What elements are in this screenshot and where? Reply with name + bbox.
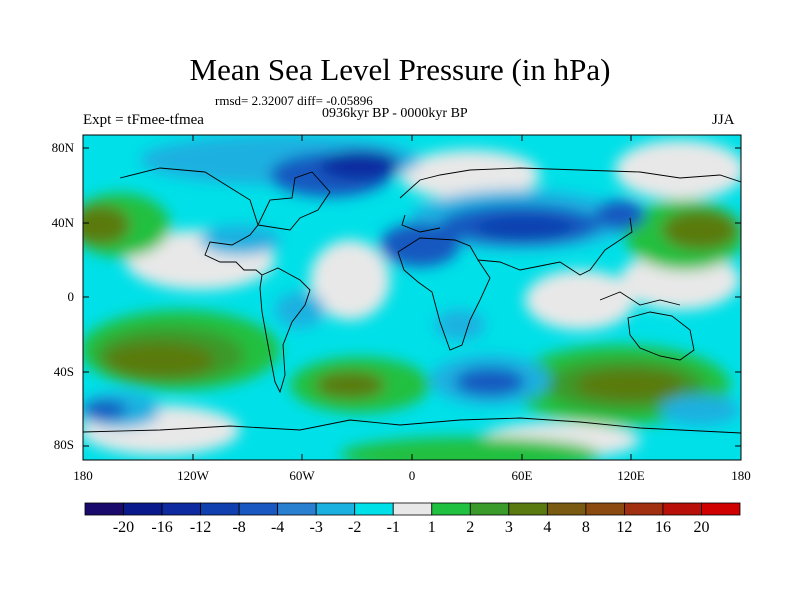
colorbar-label: 1 xyxy=(427,519,436,536)
colorbar-box xyxy=(123,502,163,516)
colorbar-label: -20 xyxy=(112,519,135,536)
eurasia-north-coast xyxy=(399,167,741,233)
greenland-region xyxy=(257,171,331,231)
colorbar-label: -8 xyxy=(232,519,246,536)
colorbar-label: 2 xyxy=(466,519,475,536)
map-title: Mean Sea Level Pressure (in hPa) xyxy=(189,52,611,87)
colorbar-box xyxy=(354,502,394,516)
colorbar xyxy=(84,502,741,516)
colorbar-label: 20 xyxy=(693,519,710,536)
colorbar-box xyxy=(392,502,433,516)
coastlines xyxy=(83,167,741,434)
maritime-continent xyxy=(599,291,681,306)
colorbar-box xyxy=(508,502,548,516)
lon-label-60w: 60W xyxy=(289,468,315,483)
antarctica-coast xyxy=(83,417,741,434)
colorbar-label: 12 xyxy=(616,519,633,536)
colorbar-box xyxy=(624,502,664,516)
colorbar-box xyxy=(431,502,471,516)
colorbar-box xyxy=(701,502,741,516)
colorbar-box xyxy=(200,502,240,516)
colorbar-box xyxy=(161,502,201,516)
south-asia-coast xyxy=(477,217,633,276)
lon-label-180w: 180 xyxy=(73,468,93,483)
lon-label-120w: 120W xyxy=(177,468,209,483)
colorbar-box xyxy=(662,502,702,516)
colorbar-box xyxy=(315,502,356,516)
colorbar-box xyxy=(585,502,625,516)
colorbar-box xyxy=(277,502,317,516)
colorbar-label: 4 xyxy=(543,519,552,536)
colorbar-box xyxy=(469,502,510,516)
lat-label-80s: 80S xyxy=(53,437,74,452)
lat-label-40n: 40N xyxy=(51,215,74,230)
colorbar-label: 8 xyxy=(581,519,590,536)
experiment-label: Expt = tFmee-tfmea xyxy=(83,112,204,128)
lon-label-0: 0 xyxy=(408,468,416,483)
lon-label-180e: 180 xyxy=(731,468,751,483)
colorbar-label: -4 xyxy=(270,519,285,536)
lat-label-40s: 40S xyxy=(53,364,74,379)
colorbar-label: -3 xyxy=(309,519,323,536)
colorbar-label: -1 xyxy=(386,519,400,536)
colorbar-label: -12 xyxy=(189,519,212,536)
stats-text: rmsd= 2.32007 diff= -0.05896 xyxy=(215,93,373,108)
axis-ticks xyxy=(83,135,741,460)
colorbar-box xyxy=(238,502,279,516)
period-text: 0936kyr BP - 0000kyr BP xyxy=(322,106,468,121)
lat-label-0: 0 xyxy=(67,289,75,304)
colorbar-label: 16 xyxy=(654,519,671,536)
colorbar-box xyxy=(84,502,124,516)
pressure-field xyxy=(83,135,741,460)
season-label: JJA xyxy=(712,112,735,128)
colorbar-label: -16 xyxy=(151,519,173,536)
colorbar-label: -2 xyxy=(348,519,362,536)
south-america-coast xyxy=(259,267,311,394)
north-america-coast xyxy=(119,167,263,276)
lat-label-80n: 80N xyxy=(51,140,74,155)
colorbar-box xyxy=(546,502,587,516)
australia-coast xyxy=(627,311,695,361)
africa-coast xyxy=(397,237,491,351)
colorbar-label: 3 xyxy=(504,519,513,536)
lon-label-60e: 60E xyxy=(511,468,533,483)
lon-label-120e: 120E xyxy=(617,468,645,483)
